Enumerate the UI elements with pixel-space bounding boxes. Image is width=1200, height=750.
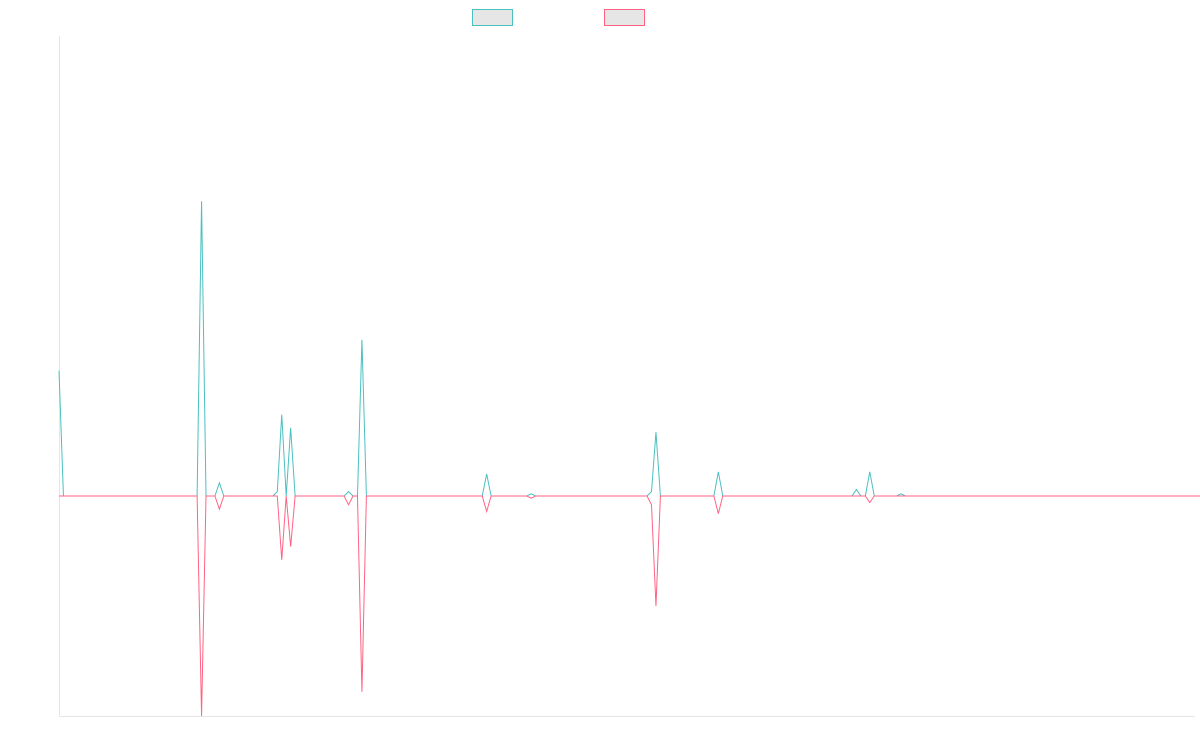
legend-swatch-0[interactable] xyxy=(472,9,513,26)
series-line-1 xyxy=(59,495,1200,717)
chart-series xyxy=(58,201,1200,717)
series-line-0 xyxy=(58,201,1200,497)
legend-swatch-1[interactable] xyxy=(604,9,645,26)
chart-axes xyxy=(59,36,1195,717)
chart-legend xyxy=(472,9,645,26)
